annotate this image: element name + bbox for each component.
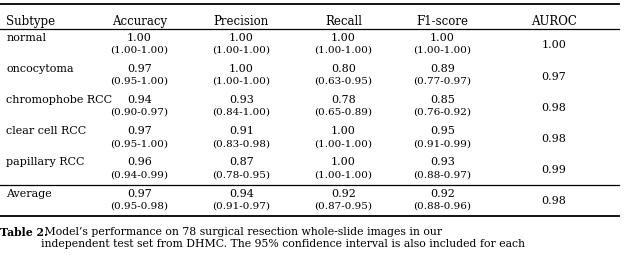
Text: (0.84-1.00): (0.84-1.00) bbox=[212, 108, 270, 117]
Text: (1.00-1.00): (1.00-1.00) bbox=[212, 77, 270, 86]
Text: 0.92: 0.92 bbox=[430, 189, 455, 198]
Text: (1.00-1.00): (1.00-1.00) bbox=[413, 46, 472, 55]
Text: 0.78: 0.78 bbox=[331, 95, 356, 105]
Text: 0.99: 0.99 bbox=[541, 165, 566, 175]
Text: 0.89: 0.89 bbox=[430, 64, 455, 74]
Text: F1-score: F1-score bbox=[417, 15, 468, 28]
Text: 0.98: 0.98 bbox=[541, 196, 566, 206]
Text: (0.90-0.97): (0.90-0.97) bbox=[110, 108, 168, 117]
Text: (0.63-0.95): (0.63-0.95) bbox=[314, 77, 372, 86]
Text: (0.95-0.98): (0.95-0.98) bbox=[110, 201, 168, 211]
Text: 1.00: 1.00 bbox=[331, 157, 356, 167]
Text: normal: normal bbox=[6, 33, 46, 43]
Text: 0.94: 0.94 bbox=[127, 95, 152, 105]
Text: 1.00: 1.00 bbox=[331, 33, 356, 43]
Text: 0.92: 0.92 bbox=[331, 189, 356, 198]
Text: (0.91-0.99): (0.91-0.99) bbox=[413, 139, 472, 148]
Text: 0.96: 0.96 bbox=[127, 157, 152, 167]
Text: 1.00: 1.00 bbox=[331, 126, 356, 136]
Text: Table 2.: Table 2. bbox=[0, 227, 48, 238]
Text: 1.00: 1.00 bbox=[127, 33, 152, 43]
Text: 0.80: 0.80 bbox=[331, 64, 356, 74]
Text: (0.95-1.00): (0.95-1.00) bbox=[110, 139, 168, 148]
Text: (1.00-1.00): (1.00-1.00) bbox=[212, 46, 270, 55]
Text: (1.00-1.00): (1.00-1.00) bbox=[314, 170, 372, 179]
Text: 0.91: 0.91 bbox=[229, 126, 253, 136]
Text: 0.93: 0.93 bbox=[229, 95, 253, 105]
Text: 0.94: 0.94 bbox=[229, 189, 253, 198]
Text: (0.65-0.89): (0.65-0.89) bbox=[314, 108, 372, 117]
Text: 1.00: 1.00 bbox=[541, 40, 566, 51]
Text: 0.95: 0.95 bbox=[430, 126, 455, 136]
Text: Recall: Recall bbox=[325, 15, 362, 28]
Text: (1.00-1.00): (1.00-1.00) bbox=[314, 46, 372, 55]
Text: Model’s performance on 78 surgical resection whole-slide images in our
independe: Model’s performance on 78 surgical resec… bbox=[42, 227, 525, 249]
Text: (0.77-0.97): (0.77-0.97) bbox=[413, 77, 472, 86]
Text: papillary RCC: papillary RCC bbox=[6, 157, 84, 167]
Text: Subtype: Subtype bbox=[6, 15, 55, 28]
Text: 1.00: 1.00 bbox=[229, 64, 253, 74]
Text: 0.97: 0.97 bbox=[127, 126, 152, 136]
Text: (0.91-0.97): (0.91-0.97) bbox=[212, 201, 270, 211]
Text: clear cell RCC: clear cell RCC bbox=[6, 126, 86, 136]
Text: 0.87: 0.87 bbox=[229, 157, 253, 167]
Text: Average: Average bbox=[6, 189, 52, 198]
Text: Precision: Precision bbox=[214, 15, 269, 28]
Text: (0.87-0.95): (0.87-0.95) bbox=[314, 201, 372, 211]
Text: 0.97: 0.97 bbox=[127, 64, 152, 74]
Text: (1.00-1.00): (1.00-1.00) bbox=[110, 46, 168, 55]
Text: (0.78-0.95): (0.78-0.95) bbox=[212, 170, 270, 179]
Text: oncocytoma: oncocytoma bbox=[6, 64, 74, 74]
Text: (0.95-1.00): (0.95-1.00) bbox=[110, 77, 168, 86]
Text: 1.00: 1.00 bbox=[229, 33, 253, 43]
Text: (0.88-0.96): (0.88-0.96) bbox=[413, 201, 472, 211]
Text: 0.97: 0.97 bbox=[127, 189, 152, 198]
Text: (0.76-0.92): (0.76-0.92) bbox=[413, 108, 472, 117]
Text: (0.94-0.99): (0.94-0.99) bbox=[110, 170, 168, 179]
Text: 0.85: 0.85 bbox=[430, 95, 455, 105]
Text: 0.98: 0.98 bbox=[541, 134, 566, 144]
Text: chromophobe RCC: chromophobe RCC bbox=[6, 95, 112, 105]
Text: (0.83-0.98): (0.83-0.98) bbox=[212, 139, 270, 148]
Text: (0.88-0.97): (0.88-0.97) bbox=[413, 170, 472, 179]
Text: 0.97: 0.97 bbox=[541, 71, 566, 82]
Text: 0.93: 0.93 bbox=[430, 157, 455, 167]
Text: (1.00-1.00): (1.00-1.00) bbox=[314, 139, 372, 148]
Text: 1.00: 1.00 bbox=[430, 33, 455, 43]
Text: 0.98: 0.98 bbox=[541, 103, 566, 113]
Text: AUROC: AUROC bbox=[531, 15, 577, 28]
Text: Accuracy: Accuracy bbox=[111, 15, 167, 28]
